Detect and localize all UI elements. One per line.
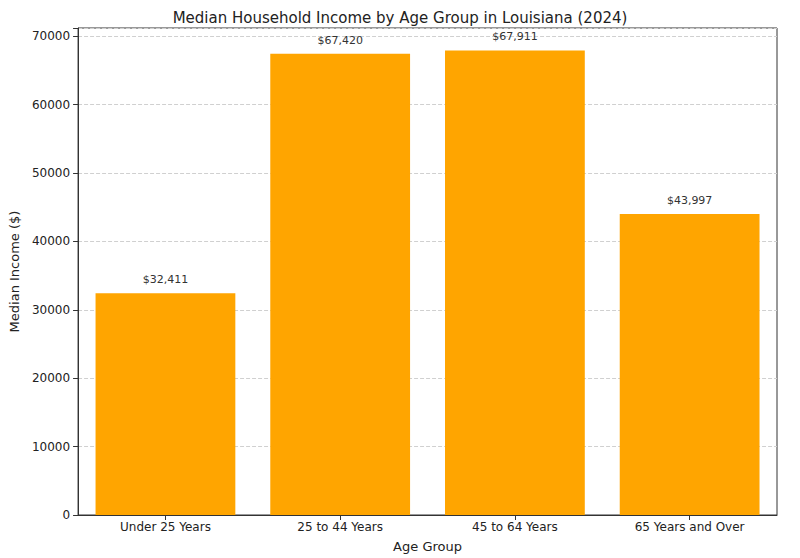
svg-text:0: 0 [62,508,70,522]
svg-text:$67,911: $67,911 [492,30,538,43]
svg-text:45 to 64 Years: 45 to 64 Years [472,520,558,534]
svg-text:60000: 60000 [32,98,70,112]
svg-text:$32,411: $32,411 [143,273,189,286]
svg-text:70000: 70000 [32,29,70,43]
svg-text:65 Years and Over: 65 Years and Over [635,520,745,534]
svg-text:10000: 10000 [32,440,70,454]
svg-text:40000: 40000 [32,234,70,248]
svg-text:20000: 20000 [32,371,70,385]
svg-text:$43,997: $43,997 [667,194,713,207]
svg-text:Age Group: Age Group [393,539,462,554]
svg-text:30000: 30000 [32,303,70,317]
svg-text:Under 25 Years: Under 25 Years [120,520,211,534]
svg-text:Median Household Income by Age: Median Household Income by Age Group in … [173,9,628,27]
svg-text:25 to 44 Years: 25 to 44 Years [297,520,383,534]
svg-text:Median Income ($): Median Income ($) [7,211,22,333]
svg-text:50000: 50000 [32,166,70,180]
svg-text:$67,420: $67,420 [317,34,363,47]
